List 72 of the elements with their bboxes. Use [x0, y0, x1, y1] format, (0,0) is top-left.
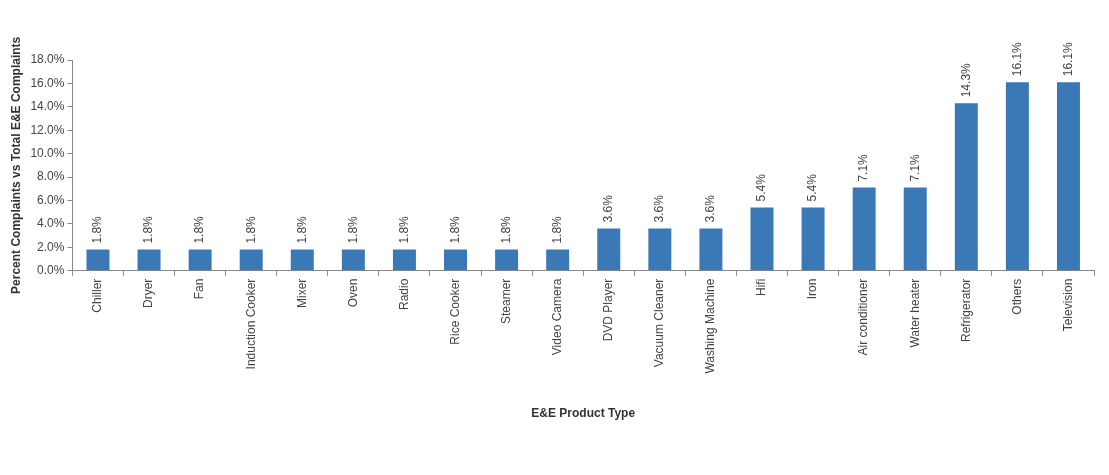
data-label: 1.8%	[498, 215, 513, 244]
y-tick-label: 12.0%	[30, 122, 65, 137]
data-label: 5.4%	[754, 173, 769, 202]
y-axis-title: Percent Complaints vs Total E&E Complaints	[8, 36, 23, 294]
data-label: 16.1%	[1060, 41, 1075, 77]
x-tick-label: DVD Player	[601, 278, 616, 342]
bar	[495, 249, 519, 271]
bar	[750, 207, 774, 271]
y-tick-label: 10.0%	[30, 145, 65, 160]
data-label: 1.8%	[294, 215, 309, 244]
x-tick-label: Refrigerator	[958, 278, 973, 343]
bar	[597, 228, 621, 271]
x-tick-label: Steamer	[498, 278, 513, 325]
bar	[86, 249, 110, 271]
bar	[239, 249, 263, 271]
y-tick-label: 8.0%	[37, 169, 65, 184]
bar	[137, 249, 161, 271]
y-tick-label: 0.0%	[37, 262, 65, 277]
y-tick-label: 18.0%	[30, 52, 65, 67]
bar	[648, 228, 672, 271]
x-tick-label: Video Camera	[549, 278, 564, 356]
y-tick-label: 2.0%	[37, 239, 65, 254]
bar	[699, 228, 723, 271]
x-tick-label: Vacuum Cleaner	[652, 278, 667, 368]
bar	[801, 207, 825, 271]
data-label: 1.8%	[345, 215, 360, 244]
x-tick-label: Fan	[192, 278, 207, 300]
data-label: 3.6%	[601, 194, 616, 223]
bar	[392, 249, 416, 271]
bar	[188, 249, 212, 271]
data-label: 1.8%	[90, 215, 105, 244]
bar	[341, 249, 365, 271]
x-tick-label: Radio	[396, 278, 411, 311]
x-tick-label: Mixer	[294, 278, 309, 309]
bar	[954, 103, 978, 271]
y-tick-label: 4.0%	[37, 216, 65, 231]
x-tick-label: Rice Cooker	[447, 278, 462, 345]
bar	[903, 187, 927, 271]
x-tick-label: Chiller	[90, 278, 105, 313]
x-tick-label: Iron	[805, 278, 820, 300]
data-label: 3.6%	[703, 194, 718, 223]
data-label: 5.4%	[805, 173, 820, 202]
data-label: 7.1%	[856, 153, 871, 182]
data-label: 1.8%	[243, 215, 258, 244]
data-label: 1.8%	[141, 215, 156, 244]
bar	[290, 249, 314, 271]
x-tick-label: Washing Machine	[703, 278, 718, 374]
data-label: 14.3%	[958, 62, 973, 98]
x-tick-label: Hifi	[754, 278, 769, 297]
data-label: 16.1%	[1009, 41, 1024, 77]
data-label: 1.8%	[396, 215, 411, 244]
data-label: 1.8%	[549, 215, 564, 244]
y-tick-label: 16.0%	[30, 75, 65, 90]
bar	[1056, 82, 1080, 271]
x-tick-label: Others	[1009, 278, 1024, 315]
bar	[546, 249, 570, 271]
x-tick-label: Induction Cooker	[243, 278, 258, 370]
x-axis-title: E&E Product Type	[531, 406, 636, 421]
data-label: 1.8%	[447, 215, 462, 244]
data-label: 7.1%	[907, 153, 922, 182]
x-tick-label: Dryer	[141, 278, 156, 309]
y-tick-label: 6.0%	[37, 192, 65, 207]
x-tick-label: Water heater	[907, 278, 922, 348]
x-tick-label: Oven	[345, 278, 360, 308]
x-tick-label: Air conditioner	[856, 278, 871, 356]
bar	[1005, 82, 1029, 271]
data-label: 1.8%	[192, 215, 207, 244]
bar	[852, 187, 876, 271]
bar	[444, 249, 468, 271]
x-tick-label: Television	[1060, 278, 1075, 332]
data-label: 3.6%	[652, 194, 667, 223]
y-tick-label: 14.0%	[30, 99, 65, 114]
